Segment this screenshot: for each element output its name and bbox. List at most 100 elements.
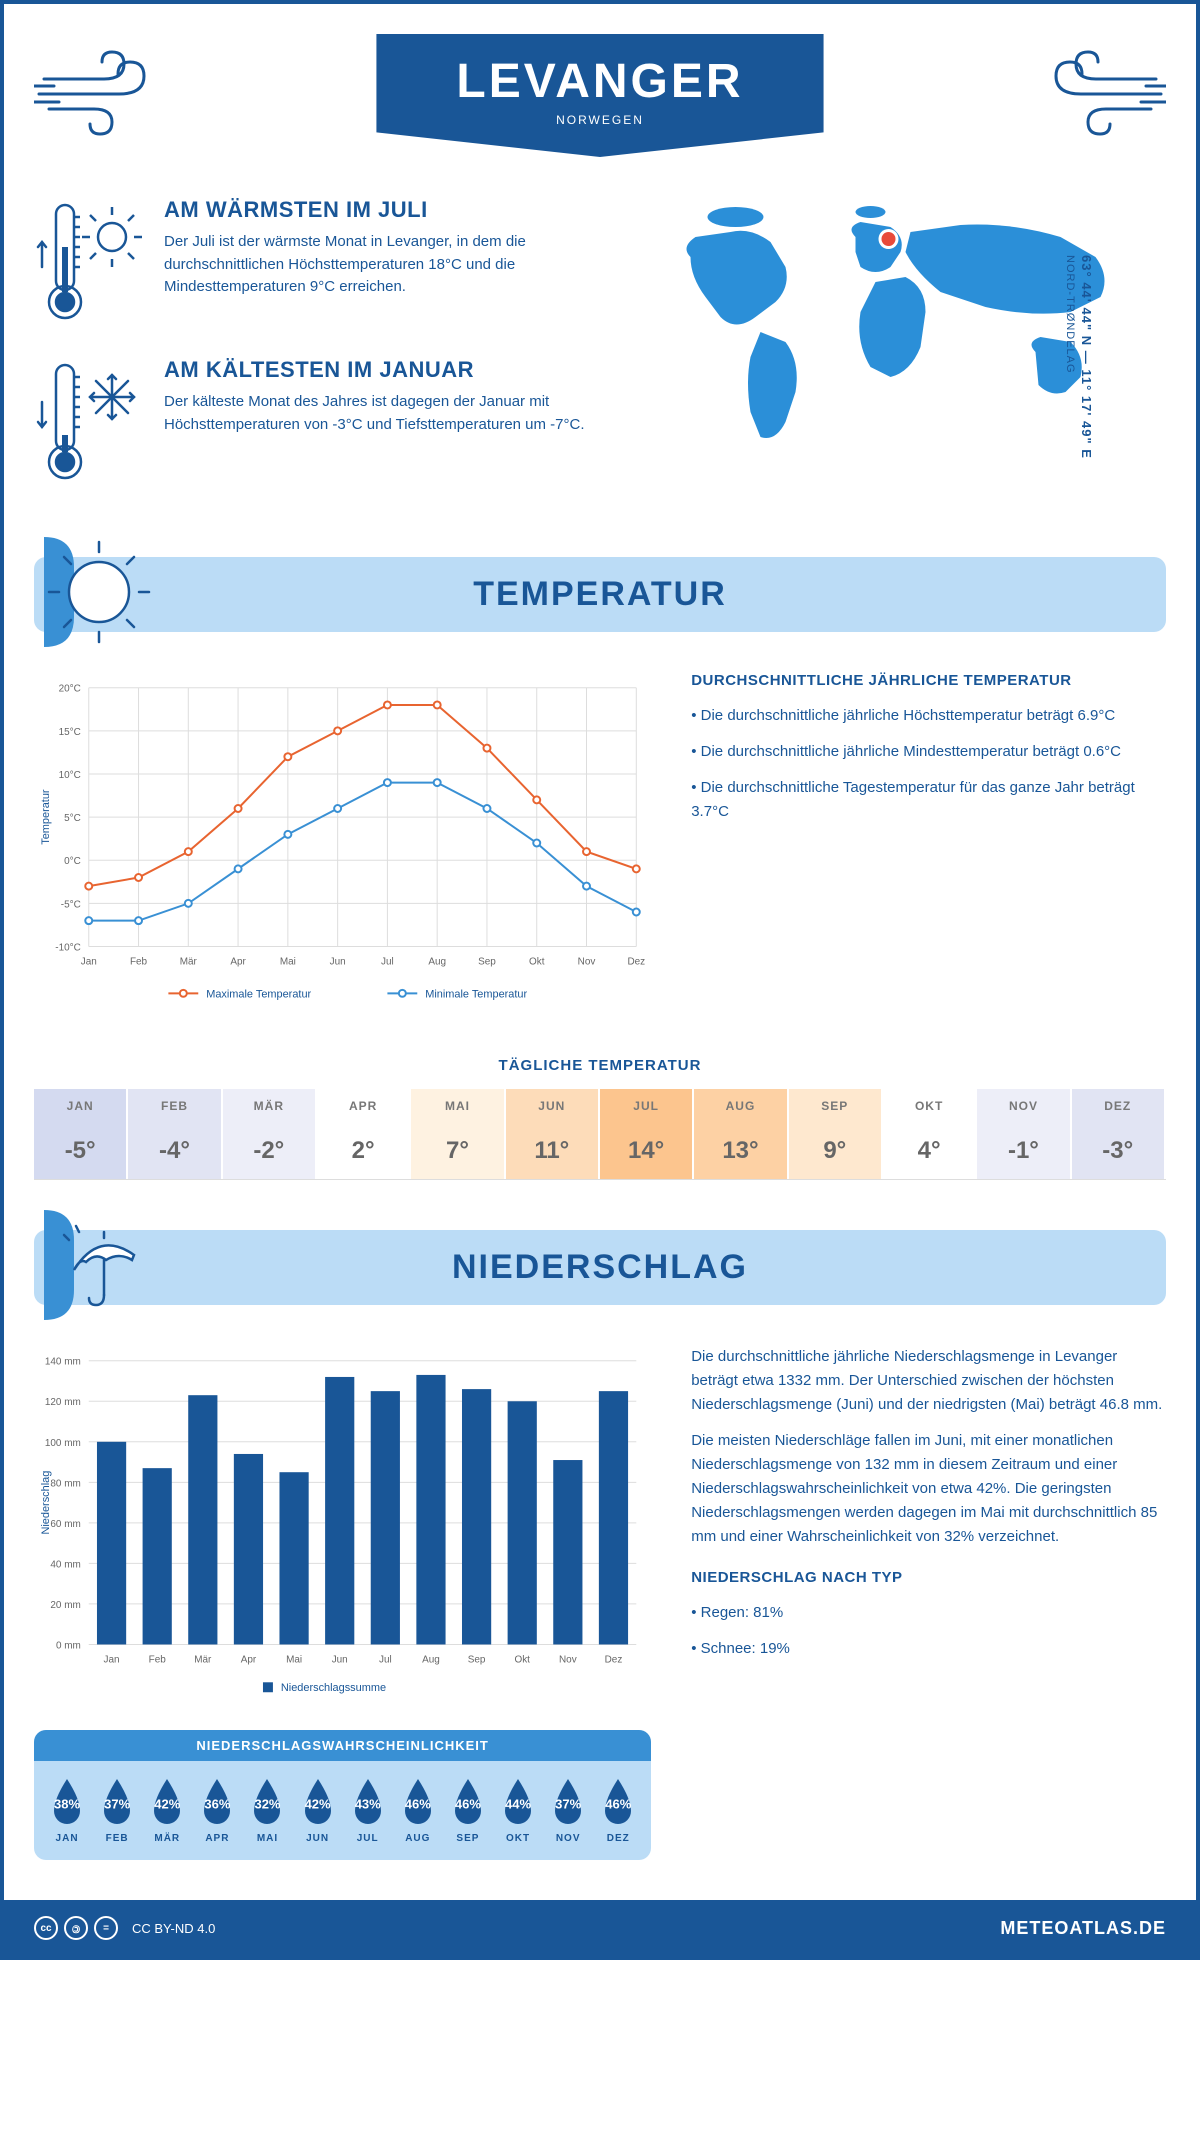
temp-cell: NOV-1°: [977, 1089, 1071, 1179]
coldest-text: Der kälteste Monat des Jahres ist dagege…: [164, 391, 585, 436]
title-banner: LEVANGER NORWEGEN: [376, 34, 823, 157]
warmest-text: Der Juli ist der wärmste Monat in Levang…: [164, 231, 585, 299]
footer: cc🄯= CC BY-ND 4.0 METEOATLAS.DE: [4, 1900, 1196, 1956]
svg-text:Nov: Nov: [578, 956, 596, 967]
probability-title: NIEDERSCHLAGSWAHRSCHEINLICHKEIT: [34, 1730, 651, 1761]
svg-text:Niederschlagssumme: Niederschlagssumme: [281, 1682, 386, 1694]
svg-text:Okt: Okt: [514, 1654, 530, 1665]
svg-text:Apr: Apr: [241, 1654, 257, 1665]
svg-text:140 mm: 140 mm: [45, 1357, 81, 1368]
header: LEVANGER NORWEGEN: [34, 34, 1166, 157]
prob-item: 44% OKT: [493, 1775, 543, 1844]
prob-item: 32% MAI: [242, 1775, 292, 1844]
temp-cell: SEP9°: [789, 1089, 883, 1179]
prob-item: 36% APR: [192, 1775, 242, 1844]
svg-text:40 mm: 40 mm: [50, 1559, 80, 1570]
sun-icon: [44, 537, 154, 647]
prob-item: 37% FEB: [92, 1775, 142, 1844]
coldest-block: AM KÄLTESTEN IM JANUAR Der kälteste Mona…: [34, 357, 585, 487]
wind-icon-right: [1026, 44, 1166, 144]
svg-text:Feb: Feb: [130, 956, 148, 967]
probability-box: NIEDERSCHLAGSWAHRSCHEINLICHKEIT 38% JAN …: [34, 1730, 651, 1860]
site-name: METEOATLAS.DE: [1000, 1918, 1166, 1939]
svg-text:Dez: Dez: [627, 956, 645, 967]
city-title: LEVANGER: [456, 54, 743, 109]
prob-item: 43% JUL: [343, 1775, 393, 1844]
wind-icon-left: [34, 44, 174, 144]
svg-text:Sep: Sep: [478, 956, 496, 967]
svg-text:Dez: Dez: [605, 1654, 623, 1665]
prob-item: 38% JAN: [42, 1775, 92, 1844]
svg-text:-10°C: -10°C: [55, 943, 81, 954]
location-marker: [882, 232, 896, 246]
svg-text:Temperatur: Temperatur: [40, 789, 52, 845]
svg-text:Jan: Jan: [81, 956, 97, 967]
svg-text:60 mm: 60 mm: [50, 1519, 80, 1530]
svg-text:Aug: Aug: [422, 1654, 440, 1665]
precipitation-title: NIEDERSCHLAG: [34, 1248, 1166, 1287]
svg-text:Mai: Mai: [286, 1654, 302, 1665]
temp-stats-title: DURCHSCHNITTLICHE JÄHRLICHE TEMPERATUR: [691, 672, 1166, 689]
svg-text:Niederschlag: Niederschlag: [40, 1471, 52, 1535]
svg-text:0°C: 0°C: [64, 856, 81, 867]
temp-cell: JUN11°: [506, 1089, 600, 1179]
precip-text-2: Die meisten Niederschläge fallen im Juni…: [691, 1429, 1166, 1549]
daily-temp-title: TÄGLICHE TEMPERATUR: [34, 1057, 1166, 1074]
svg-text:120 mm: 120 mm: [45, 1397, 81, 1408]
svg-text:20°C: 20°C: [59, 684, 81, 695]
thermometer-hot-icon: [34, 197, 144, 327]
svg-text:Maximale Temperatur: Maximale Temperatur: [206, 988, 311, 1000]
temperature-line-chart: -10°C -5°C 0°C 5°C 10°C 15°C 20°C Jan Feb Mär Apr M…: [34, 672, 651, 1012]
svg-text:Okt: Okt: [529, 956, 545, 967]
prob-item: 46% SEP: [443, 1775, 493, 1844]
temp-cell: MAI7°: [411, 1089, 505, 1179]
coldest-title: AM KÄLTESTEN IM JANUAR: [164, 357, 585, 383]
thermometer-cold-icon: [34, 357, 144, 487]
svg-text:15°C: 15°C: [59, 727, 81, 738]
svg-text:Minimale Temperatur: Minimale Temperatur: [425, 988, 527, 1000]
svg-text:-5°C: -5°C: [61, 899, 81, 910]
temp-stat-item: • Die durchschnittliche jährliche Mindes…: [691, 740, 1166, 764]
svg-text:80 mm: 80 mm: [50, 1478, 80, 1489]
temp-stat-item: • Die durchschnittliche Tagestemperatur …: [691, 776, 1166, 824]
svg-text:100 mm: 100 mm: [45, 1438, 81, 1449]
warmest-block: AM WÄRMSTEN IM JULI Der Juli ist der wär…: [34, 197, 585, 327]
precipitation-bar-chart: 0 mm 20 mm 40 mm 60 mm 80 mm 100 mm 120 mm 140 …: [34, 1345, 651, 1705]
license: cc🄯= CC BY-ND 4.0: [34, 1916, 215, 1940]
temp-cell: AUG13°: [694, 1089, 788, 1179]
temperature-title: TEMPERATUR: [34, 575, 1166, 614]
temp-cell: JUL14°: [600, 1089, 694, 1179]
temperature-section-header: TEMPERATUR: [34, 557, 1166, 632]
svg-text:20 mm: 20 mm: [50, 1600, 80, 1611]
precipitation-section-header: NIEDERSCHLAG: [34, 1230, 1166, 1305]
svg-text:Mär: Mär: [194, 1654, 212, 1665]
precip-type-item: • Schnee: 19%: [691, 1637, 1166, 1661]
umbrella-icon: [44, 1210, 154, 1320]
temp-cell: APR2°: [317, 1089, 411, 1179]
coordinates: 63° 44' 44" N — 11° 17' 49" ENORD-TRØNDE…: [1064, 255, 1094, 459]
prob-item: 42% JUN: [293, 1775, 343, 1844]
warmest-title: AM WÄRMSTEN IM JULI: [164, 197, 585, 223]
svg-text:Jan: Jan: [104, 1654, 120, 1665]
prob-item: 46% AUG: [393, 1775, 443, 1844]
svg-text:Sep: Sep: [468, 1654, 486, 1665]
svg-text:Apr: Apr: [230, 956, 246, 967]
prob-item: 37% NOV: [543, 1775, 593, 1844]
temp-cell: FEB-4°: [128, 1089, 222, 1179]
svg-text:Nov: Nov: [559, 1654, 577, 1665]
svg-text:Jun: Jun: [330, 956, 346, 967]
svg-text:Feb: Feb: [149, 1654, 167, 1665]
temp-cell: DEZ-3°: [1072, 1089, 1166, 1179]
svg-text:10°C: 10°C: [59, 770, 81, 781]
temp-cell: OKT4°: [883, 1089, 977, 1179]
svg-text:Jul: Jul: [379, 1654, 392, 1665]
temp-stat-item: • Die durchschnittliche jährliche Höchst…: [691, 704, 1166, 728]
svg-text:Jul: Jul: [381, 956, 394, 967]
svg-text:5°C: 5°C: [64, 813, 81, 824]
temp-cell: JAN-5°: [34, 1089, 128, 1179]
temp-cell: MÄR-2°: [223, 1089, 317, 1179]
svg-text:Jun: Jun: [332, 1654, 348, 1665]
svg-text:Mär: Mär: [180, 956, 198, 967]
svg-text:0 mm: 0 mm: [56, 1640, 81, 1651]
prob-item: 42% MÄR: [142, 1775, 192, 1844]
